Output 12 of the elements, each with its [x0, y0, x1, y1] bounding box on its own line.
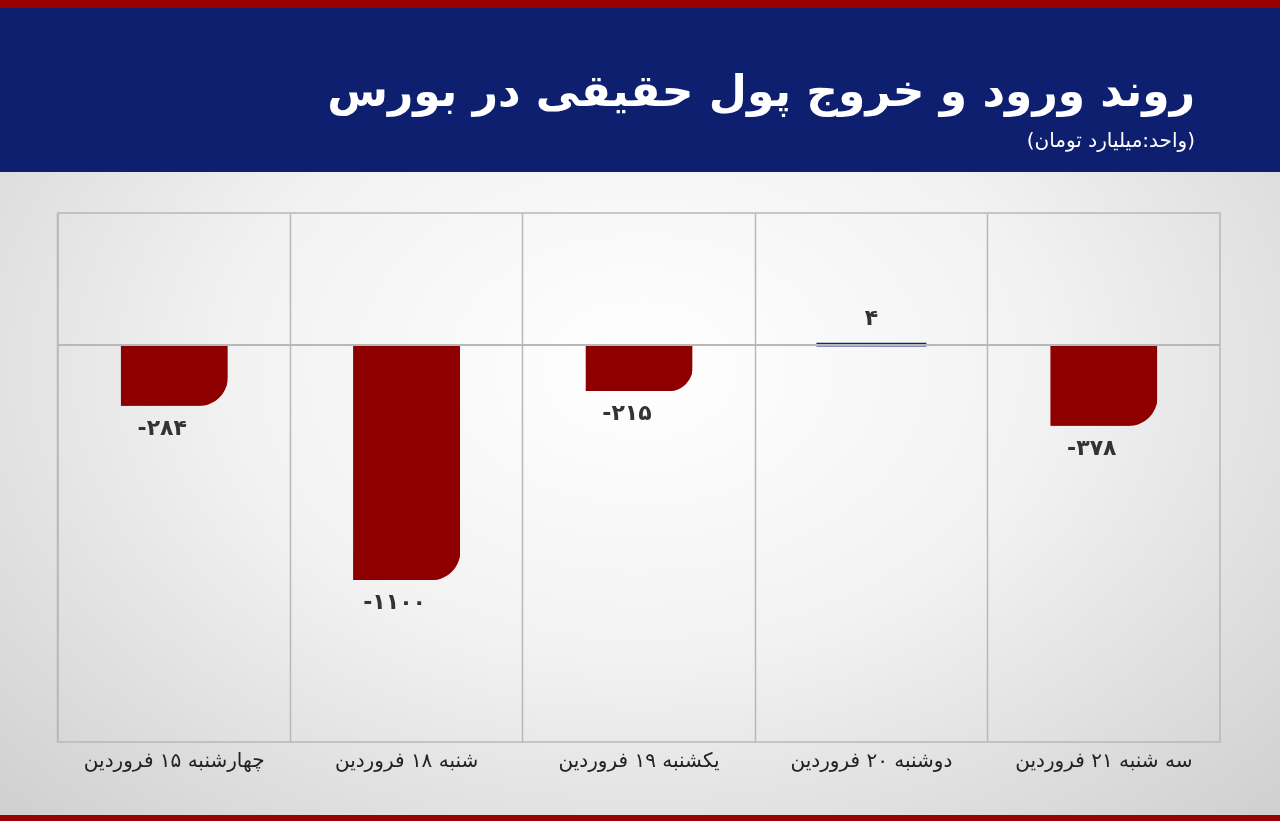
- x-tick-label: سه شنبه ۲۱ فروردین: [1015, 747, 1193, 772]
- data-label: ۴: [864, 305, 879, 331]
- data-label: -۲۸۴: [137, 414, 187, 440]
- x-tick-label: یکشنبه ۱۹ فروردین: [558, 747, 720, 772]
- x-tick-label: دوشنبه ۲۰ فروردین: [790, 747, 953, 772]
- x-tick-label: چهارشنبه ۱۵ فروردین: [83, 747, 265, 772]
- data-label: -۳۷۸: [1067, 434, 1118, 460]
- data-label: -۱۱۰۰: [363, 588, 427, 614]
- data-label: -۲۱۵: [602, 399, 652, 425]
- chart-subtitle: (واحد:میلیارد تومان): [1026, 128, 1195, 152]
- x-tick-label: شنبه ۱۸ فروردین: [334, 747, 479, 772]
- chart-title: روند ورود و خروج پول حقیقی در بورس: [327, 65, 1195, 117]
